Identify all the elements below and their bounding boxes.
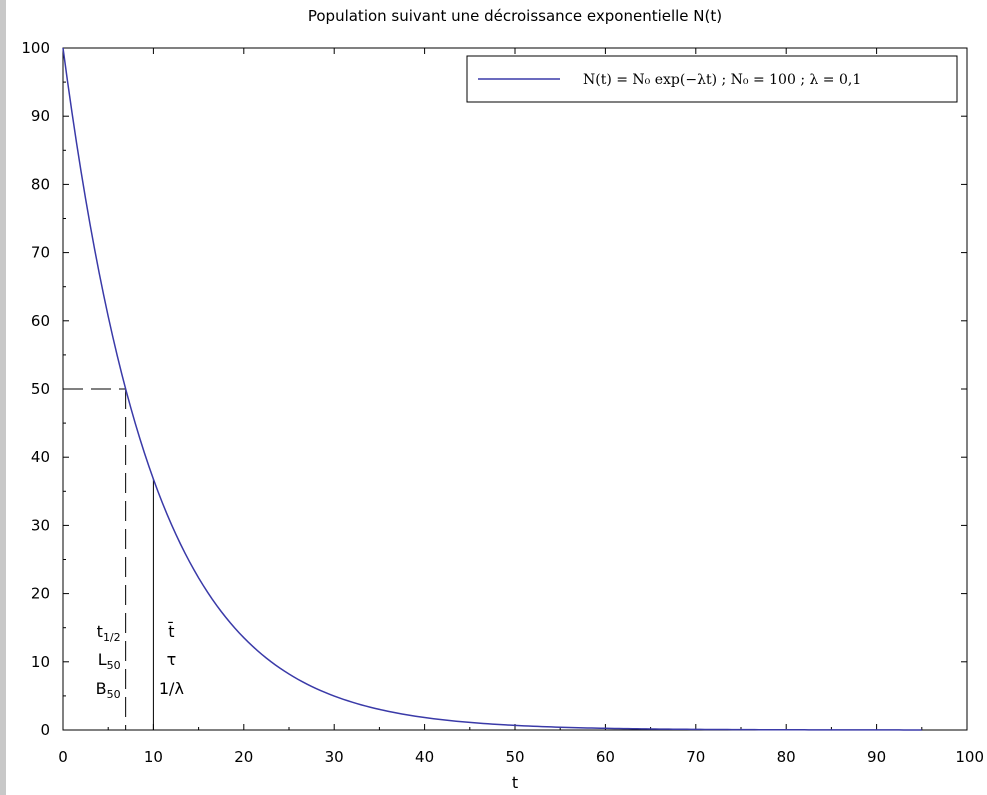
y-tick-label: 80 <box>31 175 50 193</box>
half-life-label: L50 <box>98 650 121 672</box>
series-line-decay <box>62 47 922 731</box>
y-tick-label: 30 <box>31 516 50 534</box>
x-tick-label: 70 <box>686 748 705 766</box>
chart-title: Population suivant une décroissance expo… <box>308 7 722 25</box>
y-tick-label: 60 <box>31 312 50 330</box>
annotation-labels: t1/2 L50 B50 t̄ τ 1/λ <box>96 622 184 701</box>
mean-life-label: τ <box>167 650 177 669</box>
x-tick-label: 0 <box>58 748 68 766</box>
y-tick-label: 90 <box>31 107 50 125</box>
x-tick-label: 90 <box>867 748 886 766</box>
legend-entry-label: N(t) = N₀ exp(−λt) ; N₀ = 100 ; λ = 0,1 <box>583 72 861 88</box>
plot-frame <box>62 47 968 731</box>
x-tick-label: 10 <box>144 748 163 766</box>
legend: N(t) = N₀ exp(−λt) ; N₀ = 100 ; λ = 0,1 <box>466 55 958 103</box>
y-tick-label: 20 <box>31 585 50 603</box>
half-life-label: B50 <box>96 679 121 701</box>
annotation-guides <box>63 388 154 730</box>
x-tick-label: 50 <box>505 748 524 766</box>
y-axis: 0 10 20 30 40 50 60 70 80 90 100 <box>21 39 967 739</box>
x-tick-label: 40 <box>415 748 434 766</box>
x-tick-label: 20 <box>234 748 253 766</box>
x-tick-label: 80 <box>777 748 796 766</box>
y-tick-label: 100 <box>21 39 50 57</box>
half-life-label: t1/2 <box>97 622 121 644</box>
y-tick-label: 0 <box>40 721 50 739</box>
x-axis: 0 10 20 30 40 50 60 70 80 90 100 <box>58 48 984 766</box>
x-axis-label: t <box>512 773 518 792</box>
mean-life-label: 1/λ <box>159 679 184 698</box>
y-tick-label: 70 <box>31 244 50 262</box>
y-tick-label: 10 <box>31 653 50 671</box>
x-tick-label: 30 <box>325 748 344 766</box>
left-edge-strip <box>0 0 6 795</box>
legend-box <box>466 55 958 103</box>
x-tick-label: 60 <box>596 748 615 766</box>
y-tick-label: 40 <box>31 448 50 466</box>
mean-life-label: t̄ <box>167 622 174 641</box>
x-tick-label: 100 <box>955 748 984 766</box>
y-tick-label: 50 <box>31 380 50 398</box>
